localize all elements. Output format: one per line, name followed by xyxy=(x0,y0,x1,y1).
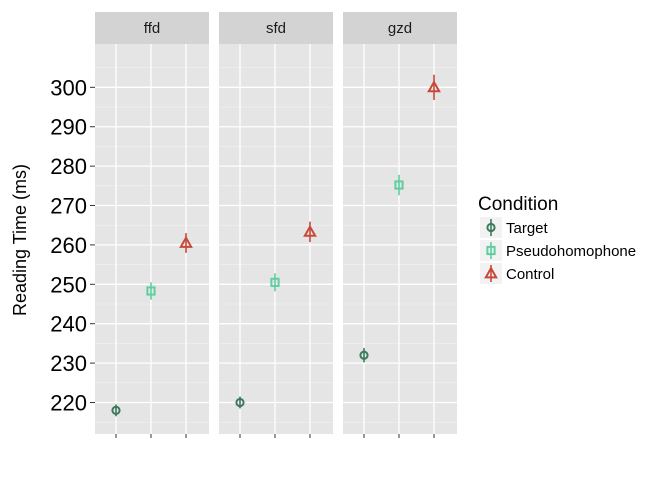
point-target-ffd xyxy=(111,404,121,417)
legend-label: Pseudohomophone xyxy=(506,243,636,260)
point-target-gzd xyxy=(359,348,369,363)
point-control-ffd xyxy=(179,233,193,253)
point-pseudohomophone-sfd xyxy=(270,273,280,292)
facet-panels: ffd sfd gzd xyxy=(95,12,457,438)
legend-key-triangle xyxy=(484,266,498,279)
legend-label: Control xyxy=(506,266,554,283)
legend-entry-pseudohomophone: Pseudohomophone xyxy=(480,240,636,261)
point-target-sfd xyxy=(235,396,245,409)
data-point-triangle xyxy=(303,224,317,237)
facet-strip xyxy=(343,12,457,44)
panel-background xyxy=(343,44,457,434)
y-tick-label: 280 xyxy=(50,154,87,179)
data-point-circle xyxy=(111,405,121,415)
point-control-sfd xyxy=(303,221,317,243)
data-point-triangle xyxy=(179,235,193,248)
facet-panel-ffd: ffd xyxy=(95,12,209,438)
y-axis-label: Reading Time (ms) xyxy=(10,164,30,316)
y-tick-label: 230 xyxy=(50,351,87,376)
facet-strip xyxy=(95,12,209,44)
panel-background xyxy=(95,44,209,434)
data-point-circle xyxy=(235,397,245,408)
y-tick-label: 290 xyxy=(50,115,87,140)
facet-panel-gzd: gzd xyxy=(343,12,457,438)
data-point-square xyxy=(394,180,404,190)
y-tick-label: 260 xyxy=(50,233,87,258)
legend-entry-target: Target xyxy=(480,217,549,238)
point-pseudohomophone-ffd xyxy=(146,282,156,300)
legend-label: Target xyxy=(506,220,549,237)
facet-label-ffd: ffd xyxy=(144,20,160,37)
y-tick-label: 300 xyxy=(50,75,87,100)
legend-entry-control: Control xyxy=(480,263,554,284)
panel-background xyxy=(219,44,333,434)
legend-key-circle xyxy=(486,222,496,233)
y-tick-label: 240 xyxy=(50,312,87,337)
facet-strip xyxy=(219,12,333,44)
point-control-gzd xyxy=(427,74,441,100)
legend: Condition Target Pseudohomophone Control xyxy=(478,194,636,284)
y-tick-label: 220 xyxy=(50,390,87,415)
y-axis: 220 230 240 250 260 270 280 290 300 xyxy=(50,75,95,415)
y-tick-label: 250 xyxy=(50,272,87,297)
facet-panel-sfd: sfd xyxy=(219,12,333,438)
data-point-circle xyxy=(359,350,369,360)
y-tick-label: 270 xyxy=(50,194,87,219)
facet-label-gzd: gzd xyxy=(388,20,412,37)
legend-key-square xyxy=(486,245,496,256)
data-point-square xyxy=(146,286,156,296)
data-point-square xyxy=(270,277,280,287)
facet-label-sfd: sfd xyxy=(266,20,286,37)
data-point-triangle xyxy=(427,80,441,93)
point-pseudohomophone-gzd xyxy=(394,174,404,196)
legend-title: Condition xyxy=(478,194,558,215)
